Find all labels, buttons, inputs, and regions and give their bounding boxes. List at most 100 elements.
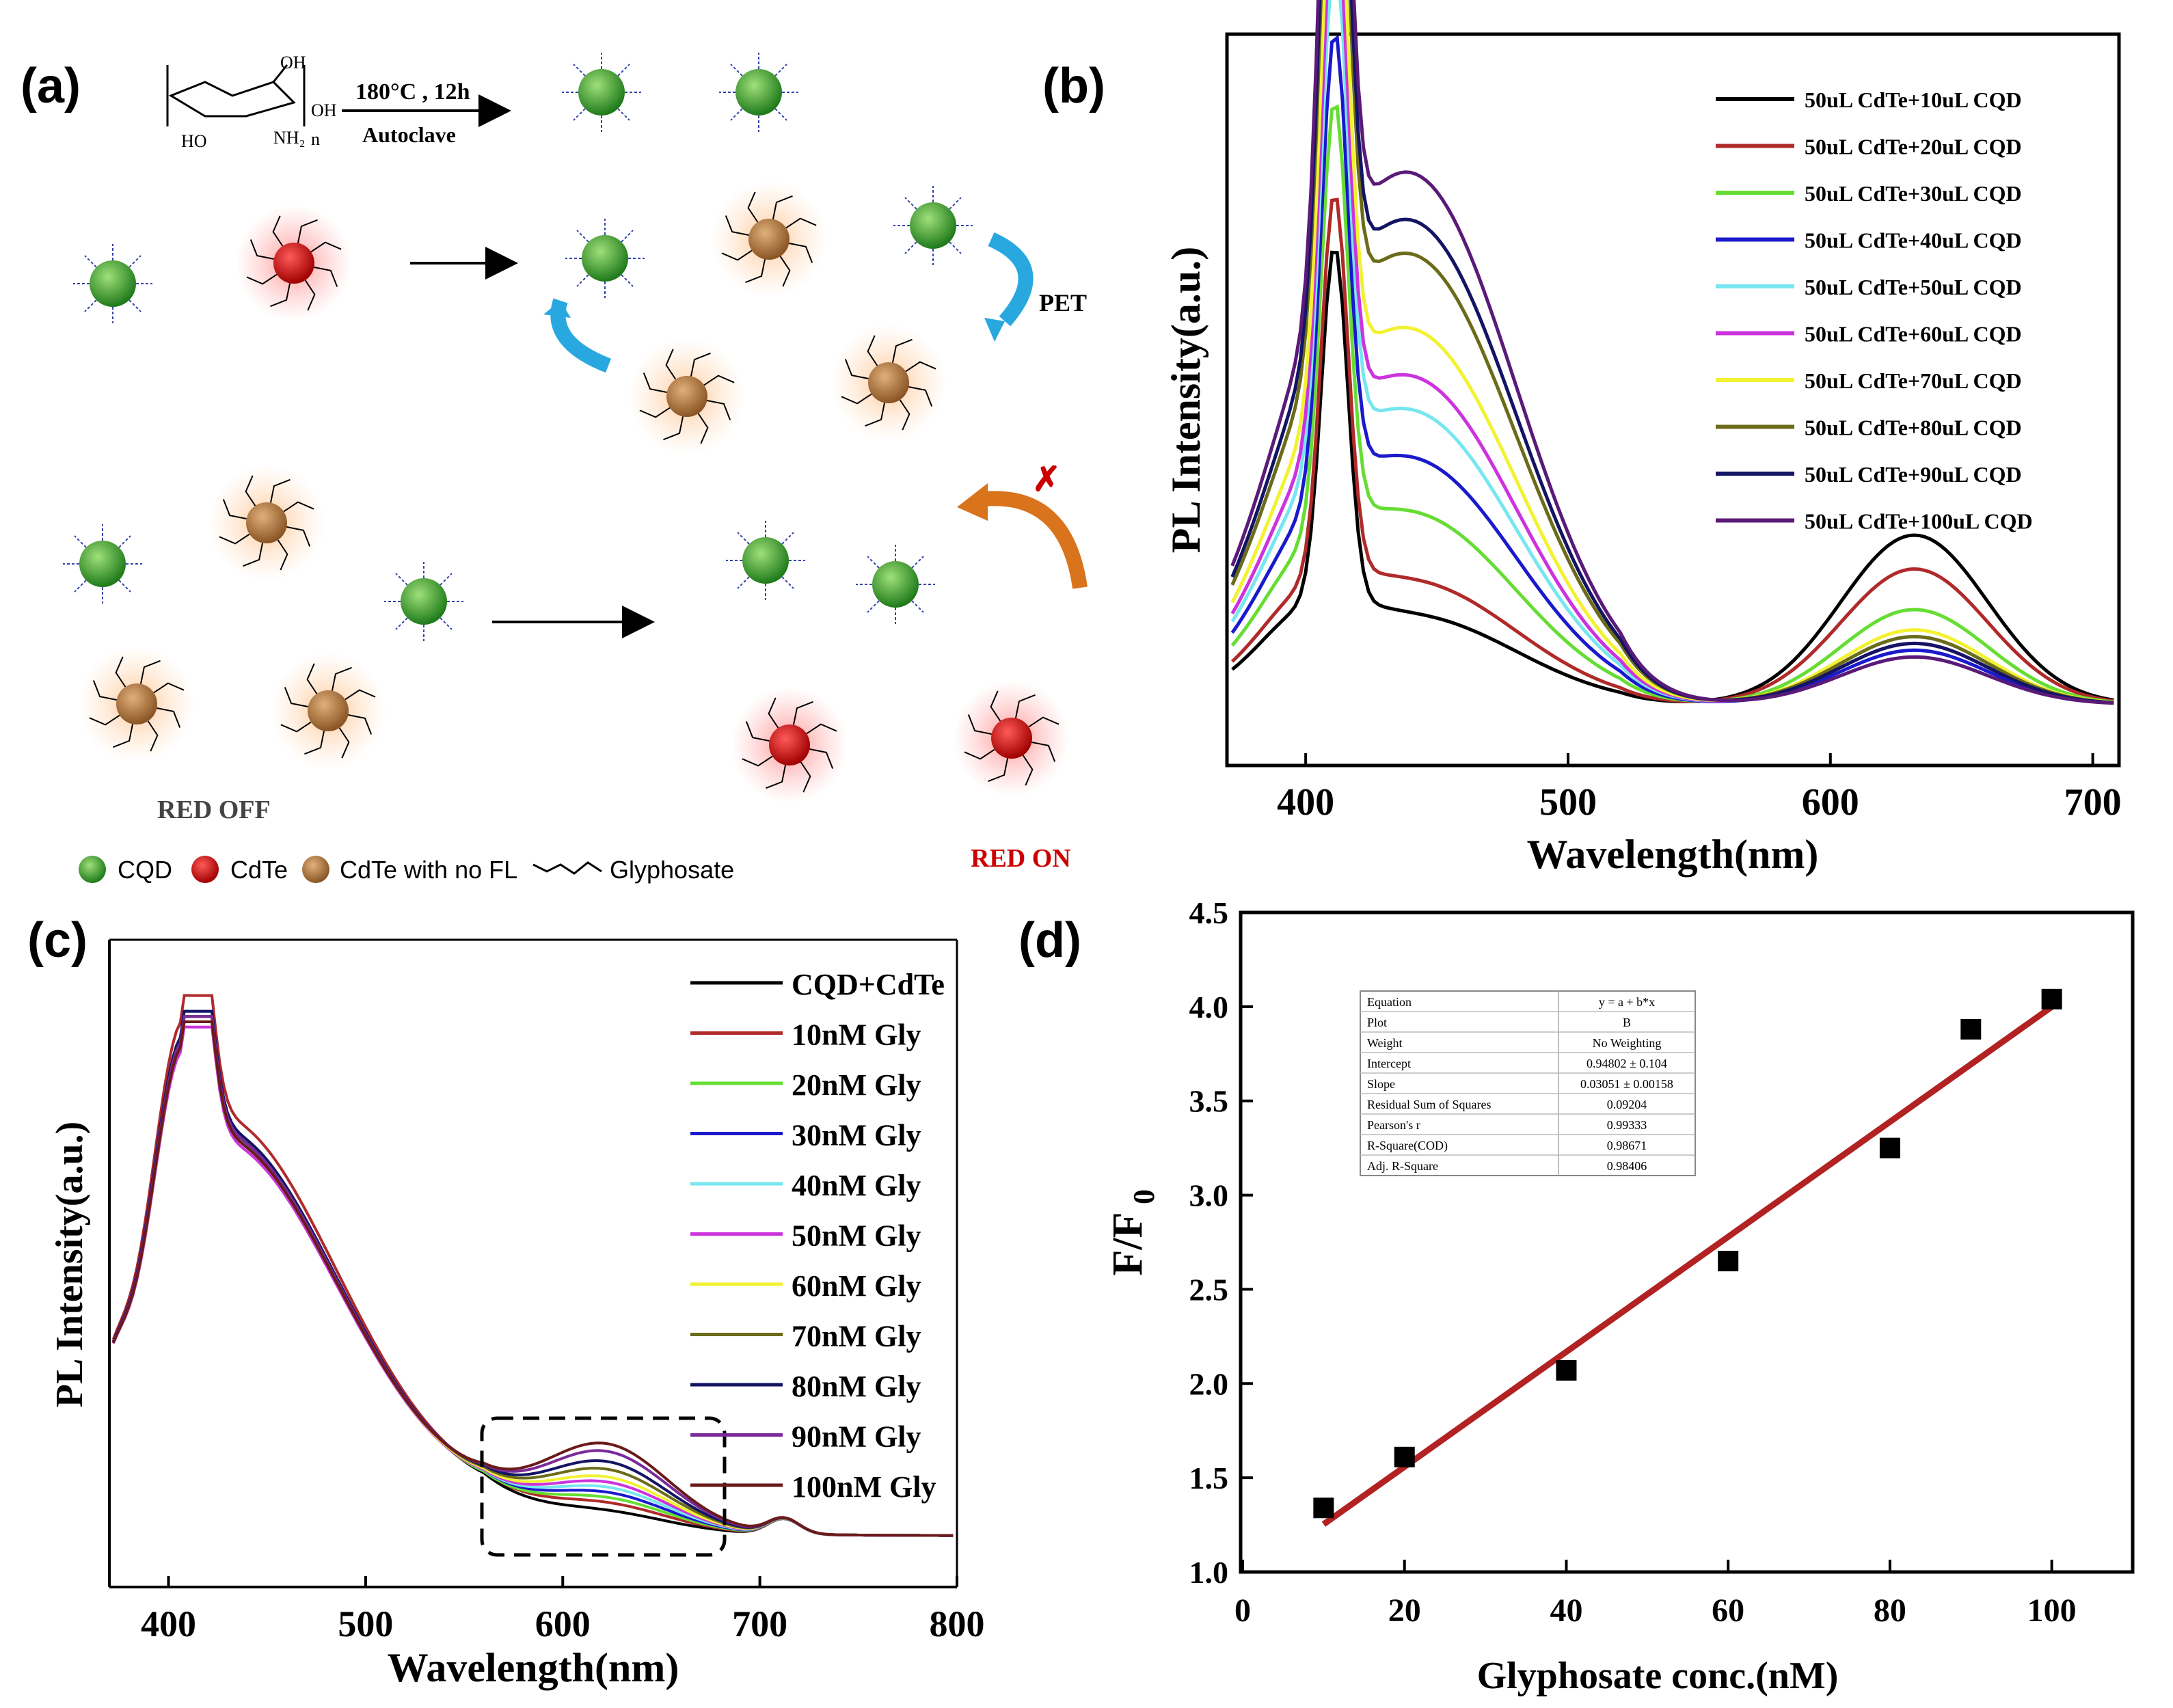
legend-cdte-nofl-icon — [302, 856, 329, 883]
chart-b-legend-label: 50uL CdTe+40uL CQD — [1805, 228, 2022, 253]
chart-d-xtick-label: 100 — [2027, 1592, 2077, 1629]
chart-c-xtick-label: 600 — [535, 1603, 591, 1644]
chart-c-legend-label: 90nM Gly — [792, 1420, 921, 1454]
chart-d-fit-table-value: 0.99333 — [1607, 1118, 1647, 1132]
chart-d-fit-line — [1321, 1004, 2054, 1527]
reaction-temp: 180°C , 12h — [355, 79, 470, 105]
chitosan-n: n — [311, 129, 320, 149]
chart-d-fit-table-key: Intercept — [1367, 1057, 1411, 1070]
chart-b-legend-label: 50uL CdTe+10uL CQD — [1805, 87, 2022, 112]
chart-b-legend-label: 50uL CdTe+20uL CQD — [1805, 135, 2022, 159]
ho-label: HO — [181, 131, 207, 151]
pet-label: PET — [1039, 289, 1087, 316]
chart-b-xtick-label: 700 — [2064, 781, 2122, 824]
chart-c-ylabel: PL Intensity(a.u.) — [49, 1122, 91, 1408]
chart-c-legend-label: 50nM Gly — [792, 1219, 921, 1253]
legend-cqd-icon — [79, 856, 106, 883]
cqd-particle-icon — [63, 524, 142, 604]
cqd-particle-icon — [726, 521, 805, 600]
blocked-pet-arrow — [984, 491, 1088, 589]
chart-d-fit-table-key: Pearson's r — [1367, 1118, 1420, 1132]
cdte-particle-icon — [236, 205, 352, 321]
cdte-nofl-particle-icon — [208, 465, 325, 581]
chitosan-structure — [166, 64, 306, 126]
chart-b-legend-label: 50uL CdTe+80uL CQD — [1805, 416, 2022, 440]
chart-d-fit-table-value: 0.98406 — [1607, 1159, 1647, 1173]
chart-d-data-point — [1960, 1018, 1982, 1040]
panel-label-b: (b) — [1042, 59, 1105, 113]
chart-d-fit-table-key: Equation — [1367, 995, 1412, 1009]
chart-c-xtick-label: 800 — [930, 1603, 985, 1644]
pet-arrow-right-head — [984, 318, 1005, 342]
chart-d: 0 20 40 60 80 100 1.0 1.5 2.0 2.5 3.0 3.5 4.0 4.5 Equ… — [1105, 895, 2135, 1697]
chart-b-xtick-label: 600 — [1802, 781, 1859, 824]
cdte-particle-icon — [731, 687, 848, 803]
legend-cdte-nofl-label: CdTe with no FL — [340, 856, 517, 884]
chart-b-legend-label: 50uL CdTe+60uL CQD — [1805, 322, 2022, 347]
chart-b-ylabel: PL Intensity(a.u.) — [1163, 247, 1209, 553]
cdte-particle-icon — [954, 680, 1070, 796]
chart-d-ytick-label: 3.0 — [1189, 1178, 1229, 1213]
chart-b-xtick-label: 500 — [1539, 781, 1597, 824]
cdte-nofl-particle-icon — [79, 646, 195, 762]
chart-b-series-line — [1230, 0, 2114, 705]
cdte-nofl-particle-icon — [711, 181, 827, 297]
legend-cqd-label: CQD — [118, 856, 172, 884]
chart-d-xtick-label: 60 — [1712, 1592, 1744, 1629]
chart-d-xtick-label: 20 — [1388, 1592, 1421, 1629]
chart-d-data-point — [1313, 1497, 1334, 1519]
panel-label-d: (d) — [1018, 913, 1081, 968]
chart-b-frame — [1225, 32, 2121, 768]
legend-glyphosate-structure-icon — [532, 861, 602, 875]
chart-d-data-point — [2041, 988, 2062, 1009]
chart-c-series-line — [111, 1020, 954, 1537]
chart-d-fit-table-key: Plot — [1367, 1016, 1387, 1029]
chart-c-legend-label: 10nM Gly — [792, 1018, 921, 1052]
legend-cdte-icon — [191, 856, 219, 883]
chart-d-ytick-label: 1.0 — [1189, 1555, 1229, 1590]
chart-d-ylabel: F/F — [1105, 1212, 1151, 1276]
chart-d-ytick-label: 2.0 — [1189, 1366, 1229, 1401]
pet-arrow-left-head — [543, 301, 571, 318]
panel-label-a: (a) — [21, 59, 81, 113]
cqd-particle-icon — [73, 244, 152, 323]
chart-b-series-line — [1230, 0, 2114, 705]
chart-c-xtick-label: 500 — [338, 1603, 393, 1644]
chart-c-legend-label: 80nM Gly — [792, 1370, 921, 1403]
pet-arrow-right — [988, 232, 1034, 327]
chart-d-ylabel-group: F/F 0 — [1105, 1189, 1161, 1275]
cqd-particle-icon — [856, 545, 935, 624]
chart-d-fit-table-key: R-Square(COD) — [1367, 1139, 1448, 1153]
chart-d-ytick-label: 2.5 — [1189, 1272, 1229, 1307]
chart-d-ylabel-subscript: 0 — [1127, 1189, 1161, 1204]
chart-d-fit-table-value: 0.09204 — [1607, 1098, 1647, 1111]
chart-c-legend-label: 60nM Gly — [792, 1269, 921, 1303]
blocked-pet-arrow-head — [957, 483, 988, 521]
chart-b-xtick-label: 400 — [1277, 781, 1334, 824]
chart-c-legend-label: 70nM Gly — [792, 1320, 921, 1353]
chart-d-data-point — [1394, 1446, 1415, 1467]
chart-d-fit-table-value: 0.03051 ± 0.00158 — [1580, 1077, 1673, 1091]
chart-d-fit-table-key: Adj. R-Square — [1367, 1159, 1438, 1173]
chart-d-fit-table-value: 0.98671 — [1607, 1139, 1647, 1152]
cqd-particle-icon — [565, 219, 645, 298]
cqd-particle-icon — [719, 53, 798, 132]
chart-c-legend-label: CQD+CdTe — [792, 968, 945, 1001]
red-off-label: RED OFF — [157, 796, 271, 824]
panel-label-c: (c) — [27, 913, 87, 968]
chart-d-xtick-label: 0 — [1234, 1592, 1251, 1629]
chart-c: 400 500 600 700 800 CQD+CdTe 10nM Gly 20nM Gly… — [49, 938, 985, 1690]
chart-d-fit-table-value: 0.94802 ± 0.104 — [1587, 1057, 1667, 1070]
chart-d-xtick-label: 40 — [1550, 1592, 1582, 1629]
cqd-particle-icon — [893, 186, 973, 265]
chart-d-ytick-label: 1.5 — [1189, 1461, 1229, 1495]
cdte-nofl-particle-icon — [831, 325, 947, 441]
chart-d-ytick-label: 4.5 — [1189, 895, 1229, 930]
chart-d-fit-table-value: y = a + b*x — [1599, 995, 1655, 1009]
chart-d-fit-table — [1360, 990, 1696, 1176]
chart-c-xtick-label: 400 — [141, 1603, 196, 1644]
cdte-nofl-particle-icon — [270, 653, 386, 769]
chart-d-ytick-label: 3.5 — [1189, 1084, 1229, 1119]
chart-d-xlabel: Glyphosate conc.(nM) — [1477, 1655, 1839, 1697]
